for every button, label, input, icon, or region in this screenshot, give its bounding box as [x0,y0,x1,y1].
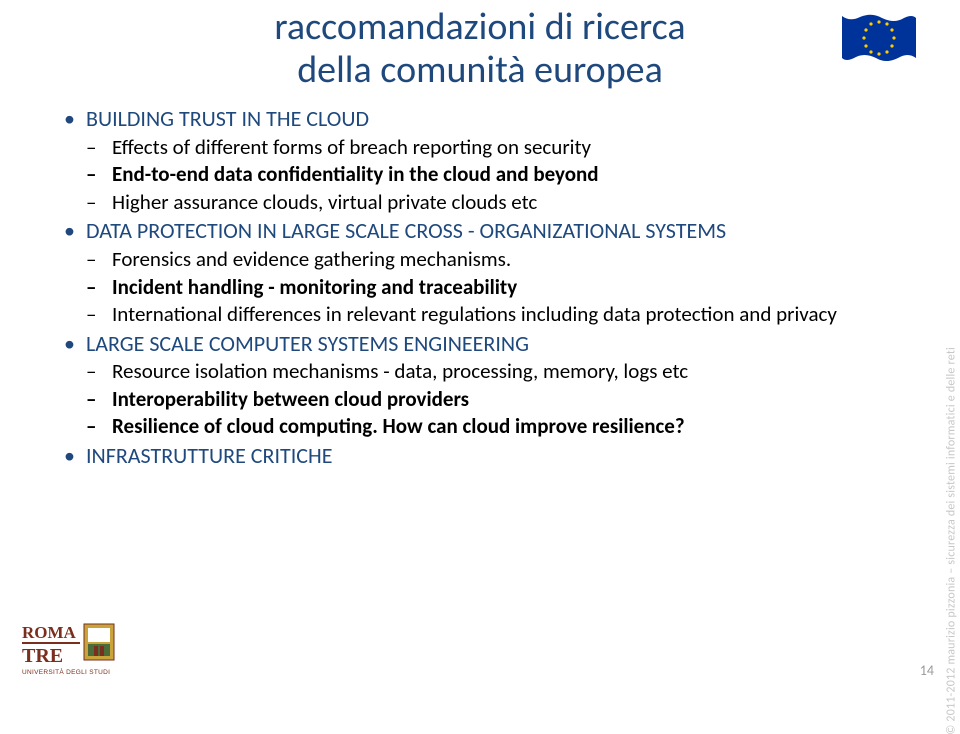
list-item: International differences in relevant re… [86,302,912,328]
list-item: Higher assurance clouds, virtual private… [86,190,912,216]
list-item: Incident handling - monitoring and trace… [86,275,912,301]
eu-flag-icon [840,12,918,66]
list-item: Interoperability between cloud providers [86,387,912,413]
list-item: Effects of different forms of breach rep… [86,135,912,161]
svg-text:TRE: TRE [22,645,63,667]
list-item: Resource isolation mechanisms - data, pr… [86,359,912,385]
university-logo: ROMA TRE UNIVERSITÀ DEGLI STUDI [22,620,132,683]
svg-text:UNIVERSITÀ DEGLI STUDI: UNIVERSITÀ DEGLI STUDI [22,667,110,676]
section-heading: INFRASTRUTTURE CRITICHE [64,442,912,470]
slide-title: raccomandazioni di ricerca della comunit… [100,0,860,91]
copyright-sidebar: © 2011-2012 maurizio pizzonia – sicurezz… [945,347,959,734]
page-number: 14 [920,662,934,679]
slide-content: BUILDING TRUST IN THE CLOUD Effects of d… [0,105,960,469]
svg-text:ROMA: ROMA [22,623,77,642]
list-item: End-to-end data confidentiality in the c… [86,162,912,188]
section-heading: DATA PROTECTION IN LARGE SCALE CROSS - O… [64,217,912,245]
section-heading: BUILDING TRUST IN THE CLOUD [64,105,912,133]
section-heading: LARGE SCALE COMPUTER SYSTEMS ENGINEERING [64,330,912,358]
list-item: Forensics and evidence gathering mechani… [86,247,912,273]
list-item: Resilience of cloud computing. How can c… [86,414,912,440]
